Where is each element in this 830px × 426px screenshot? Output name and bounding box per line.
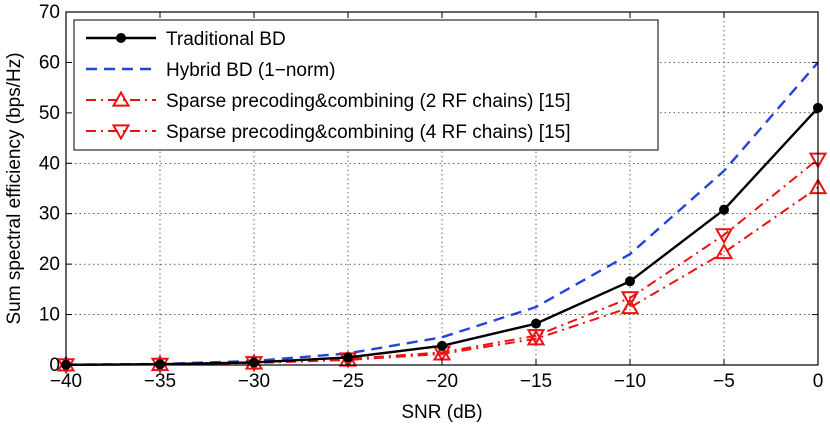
marker-series-4: [714, 228, 734, 245]
y-tick-label: 0: [49, 355, 60, 376]
series-1: [61, 102, 823, 370]
y-tick-label: 70: [39, 2, 60, 23]
y-tick-label: 40: [39, 153, 60, 174]
x-tick-label: 0: [813, 371, 824, 392]
y-tick-label: 30: [39, 204, 60, 225]
legend: Traditional BD Hybrid BD (1−norm) Sparse p…: [73, 19, 659, 151]
marker-series-1: [719, 204, 729, 215]
axes: −40 −35 −30 −25 −20 −15 −10 −5 0 0 10 20 30 40 50 60 70: [39, 2, 823, 392]
legend-label: Sparse precoding&combining (2 RF chains)…: [166, 91, 570, 112]
x-tick-label: −5: [713, 371, 735, 392]
x-tick-label: −15: [520, 371, 552, 392]
series-group: [56, 61, 828, 375]
legend-item: Traditional BD: [86, 29, 286, 50]
y-tick-label: 60: [39, 52, 60, 73]
y-tick-label: 50: [39, 103, 60, 124]
x-tick-label: −35: [144, 371, 176, 392]
x-tick-label: −20: [426, 371, 458, 392]
legend-label: Sparse precoding&combining (4 RF chains)…: [166, 122, 570, 143]
marker-series-1: [625, 276, 635, 287]
marker-legend-1: [116, 33, 126, 43]
y-tick-label: 20: [39, 254, 60, 275]
series-line-3: [65, 186, 819, 366]
series-2: [65, 61, 819, 366]
series-line-2: [65, 61, 819, 366]
marker-series-1: [437, 340, 447, 351]
marker-series-3: [526, 329, 546, 346]
legend-label: Hybrid BD (1−norm): [166, 60, 335, 81]
marker-series-4: [620, 291, 640, 308]
marker-legend-3: [111, 90, 131, 107]
x-axis-title: SNR (dB): [401, 402, 482, 423]
marker-series-3: [620, 297, 640, 315]
legend-item: Sparse precoding&combining (2 RF chains)…: [86, 90, 570, 112]
marker-series-3: [714, 243, 734, 260]
x-tick-label: −25: [332, 371, 364, 392]
legend-item: Sparse precoding&combining (4 RF chains)…: [86, 122, 570, 143]
y-tick-label: 10: [39, 305, 60, 326]
x-tick-label: −30: [238, 371, 270, 392]
legend-box: [73, 19, 659, 151]
legend-label: Traditional BD: [166, 29, 286, 50]
y-axis-title: Sum spectral efficiency (bps/Hz): [4, 52, 25, 324]
legend-item: Hybrid BD (1−norm): [86, 60, 335, 81]
x-tick-label: −40: [50, 371, 82, 392]
marker-legend-4: [111, 124, 131, 141]
marker-series-1: [531, 318, 541, 329]
series-4: [56, 152, 828, 375]
x-tick-label: −10: [614, 371, 646, 392]
series-line-4: [65, 158, 819, 366]
